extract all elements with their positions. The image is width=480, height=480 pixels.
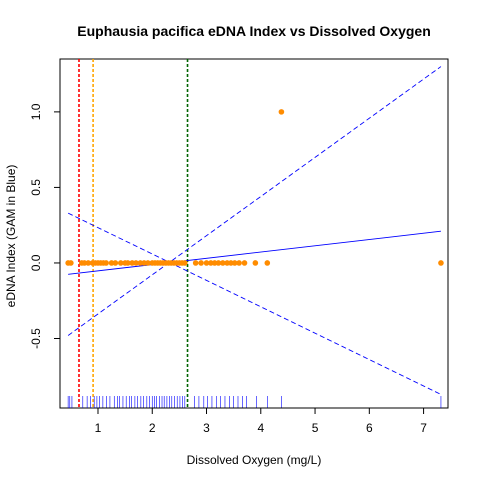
data-point [252, 260, 259, 266]
data-point [103, 260, 109, 266]
y-tick-label: 0.0 [29, 254, 43, 271]
y-axis: -0.5 0.0 0.5 1.0 [29, 103, 61, 349]
y-tick-label: 0.5 [29, 179, 43, 196]
x-axis-label: Dissolved Oxygen (mg/L) [187, 453, 322, 467]
data-point [112, 260, 119, 266]
data-point [198, 260, 204, 266]
x-tick-label: 2 [149, 421, 156, 435]
data-point [215, 260, 222, 266]
upper-confidence-line [67, 66, 442, 336]
x-tick-label: 4 [257, 421, 264, 435]
y-tick-label: -0.5 [29, 328, 43, 349]
y-axis-label: eDNA Index (GAM in Blue) [4, 165, 18, 308]
data-point [236, 260, 242, 266]
data-point [231, 260, 238, 266]
rug [67, 396, 442, 408]
data-point [182, 260, 188, 266]
x-axis: 1 2 3 4 5 6 7 [95, 407, 427, 435]
data-point [85, 260, 92, 266]
x-tick-label: 6 [366, 421, 373, 435]
data-point [133, 260, 139, 266]
x-tick-label: 1 [95, 421, 102, 435]
data-point [117, 260, 124, 266]
data-point [219, 260, 226, 266]
data-point [278, 109, 285, 115]
confidence-bands [67, 66, 442, 395]
y-tick-label: 1.0 [29, 103, 43, 120]
data-point [241, 260, 248, 266]
data-point [68, 260, 74, 266]
reference-lines [78, 59, 189, 408]
chart-title: Euphausia pacifica eDNA Index vs Dissolv… [77, 23, 431, 39]
gam-fit-line [68, 230, 441, 275]
lower-confidence-line [67, 212, 442, 395]
x-tick-label: 3 [203, 421, 210, 435]
data-points [65, 109, 444, 266]
data-point [192, 260, 199, 266]
data-point [438, 260, 444, 266]
data-point [125, 260, 131, 266]
data-point [203, 260, 210, 266]
data-point [264, 260, 271, 266]
data-point [145, 260, 151, 266]
x-tick-label: 7 [420, 421, 427, 435]
x-tick-label: 5 [312, 421, 319, 435]
gam-fit [68, 230, 441, 275]
